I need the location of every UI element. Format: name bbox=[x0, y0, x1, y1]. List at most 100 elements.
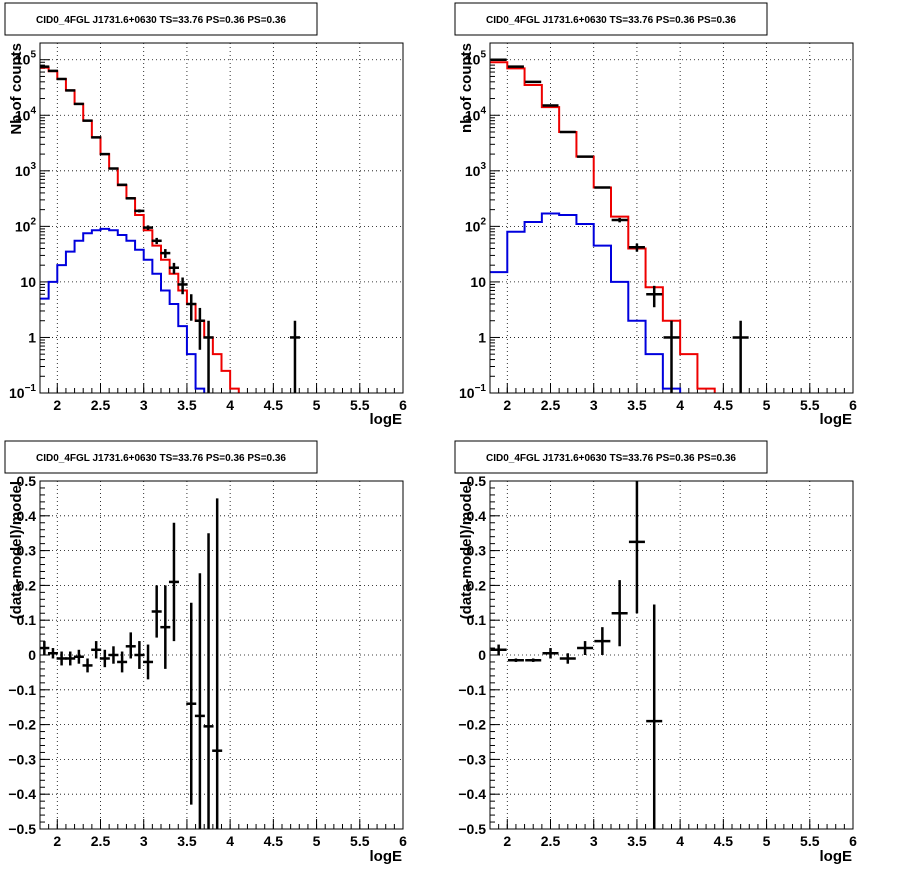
data-point bbox=[194, 307, 205, 350]
panel-title: CID0_4FGL J1731.6+0630 TS=33.76 PS=0.36 … bbox=[36, 453, 286, 464]
data-point bbox=[108, 646, 119, 664]
data-point bbox=[40, 65, 50, 68]
panel-counts-right: CID0_4FGL J1731.6+0630 TS=33.76 PS=0.36 … bbox=[454, 2, 857, 428]
y-tick-label: −0.4 bbox=[8, 786, 36, 802]
data-point bbox=[47, 648, 58, 659]
y-tick-label: −0.4 bbox=[458, 786, 486, 802]
data-point bbox=[160, 585, 171, 669]
data-point bbox=[203, 533, 214, 829]
data-point bbox=[168, 522, 179, 642]
x-tick-label: 6 bbox=[399, 833, 407, 849]
title-box bbox=[4, 2, 318, 36]
y-tick-label: −0.2 bbox=[8, 717, 36, 733]
data-point bbox=[99, 152, 110, 156]
plot-frame bbox=[489, 42, 854, 394]
plot-content bbox=[40, 498, 223, 829]
data-point bbox=[82, 658, 93, 673]
x-tick-label: 5 bbox=[763, 397, 771, 413]
x-tick-label: 2.5 bbox=[541, 397, 561, 413]
x-tick-label: 3 bbox=[590, 833, 598, 849]
x-tick-label: 2.5 bbox=[91, 397, 111, 413]
data-point bbox=[542, 648, 559, 659]
data-point bbox=[65, 89, 76, 92]
y-tick-label: 102 bbox=[465, 216, 487, 234]
data-point bbox=[151, 237, 162, 245]
data-point bbox=[212, 498, 223, 829]
x-tick-label: 3.5 bbox=[177, 833, 197, 849]
x-tick-label: 4.5 bbox=[264, 833, 284, 849]
x-tick-label: 3 bbox=[590, 397, 598, 413]
x-tick-label: 3.5 bbox=[627, 833, 647, 849]
x-tick-label: 5.5 bbox=[800, 833, 820, 849]
data-point bbox=[507, 65, 524, 68]
data-point bbox=[559, 653, 576, 664]
data-point bbox=[99, 649, 110, 668]
data-point bbox=[186, 602, 197, 805]
y-tick-label: 0.2 bbox=[467, 577, 487, 593]
data-point bbox=[525, 658, 542, 662]
data-point bbox=[663, 320, 680, 393]
data-point bbox=[628, 243, 645, 252]
y-axis-label: (data-model)/model bbox=[8, 481, 25, 619]
data-point bbox=[47, 69, 58, 73]
x-tick-label: 4.5 bbox=[714, 833, 734, 849]
y-tick-label: 10−1 bbox=[9, 383, 36, 401]
data-point bbox=[143, 644, 154, 680]
model-total-histogram bbox=[490, 61, 716, 393]
data-point bbox=[125, 632, 136, 659]
x-tick-label: 3 bbox=[140, 833, 148, 849]
data-point bbox=[73, 649, 84, 664]
x-tick-label: 3 bbox=[140, 397, 148, 413]
y-tick-label: 104 bbox=[15, 105, 37, 123]
x-tick-label: 5.5 bbox=[350, 397, 370, 413]
data-point bbox=[117, 183, 128, 187]
data-point bbox=[289, 320, 300, 393]
data-point bbox=[525, 80, 542, 84]
y-tick-label: 0.3 bbox=[17, 543, 37, 559]
x-tick-label: 4.5 bbox=[714, 397, 734, 413]
x-tick-label: 5.5 bbox=[350, 833, 370, 849]
y-tick-label: 1 bbox=[478, 329, 486, 345]
y-tick-label: 0.1 bbox=[467, 612, 487, 628]
y-tick-label: 0.4 bbox=[467, 508, 487, 524]
title-box bbox=[454, 440, 768, 474]
data-point bbox=[594, 627, 611, 655]
x-tick-label: 2.5 bbox=[91, 833, 111, 849]
x-tick-label: 6 bbox=[399, 397, 407, 413]
y-tick-label: 105 bbox=[465, 50, 487, 68]
x-axis-label: logE bbox=[820, 411, 853, 428]
data-point bbox=[151, 585, 162, 638]
x-tick-label: 2 bbox=[503, 833, 511, 849]
y-tick-label: 0.1 bbox=[17, 612, 37, 628]
y-tick-label: 103 bbox=[15, 161, 37, 179]
plot-frame bbox=[39, 42, 404, 394]
y-tick-label: −0.3 bbox=[458, 751, 486, 767]
x-tick-label: 4 bbox=[676, 833, 684, 849]
plot-frame bbox=[489, 480, 854, 830]
x-tick-label: 2 bbox=[53, 397, 61, 413]
title-box bbox=[454, 2, 768, 36]
y-tick-label: 10 bbox=[20, 274, 36, 290]
x-axis-label: logE bbox=[370, 848, 403, 865]
data-point bbox=[646, 285, 663, 308]
y-tick-label: 0.5 bbox=[17, 473, 37, 489]
y-tick-label: −0.5 bbox=[458, 821, 486, 837]
x-tick-label: 4 bbox=[676, 397, 684, 413]
data-point bbox=[646, 604, 663, 829]
y-tick-label: −0.2 bbox=[458, 717, 486, 733]
panel-residuals-right: CID0_4FGL J1731.6+0630 TS=33.76 PS=0.36 … bbox=[454, 440, 857, 865]
x-tick-label: 5 bbox=[763, 833, 771, 849]
data-point bbox=[628, 481, 645, 614]
y-tick-label: 10−1 bbox=[459, 383, 486, 401]
data-point bbox=[65, 651, 76, 666]
y-tick-label: 0 bbox=[28, 647, 36, 663]
plot-background bbox=[40, 43, 403, 393]
y-tick-label: 0.2 bbox=[17, 577, 37, 593]
plot-content bbox=[40, 65, 300, 393]
x-axis-label: logE bbox=[820, 848, 853, 865]
y-tick-label: 0 bbox=[478, 647, 486, 663]
data-point bbox=[108, 167, 119, 170]
plot-content bbox=[490, 481, 663, 829]
plot-content bbox=[490, 58, 749, 393]
